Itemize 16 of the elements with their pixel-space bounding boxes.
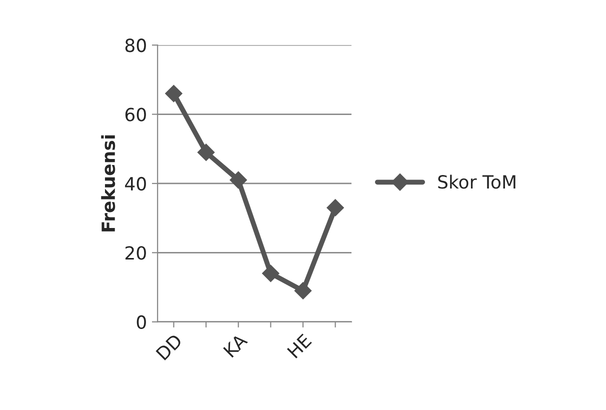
point [294, 282, 312, 300]
x-tick-label: DD [156, 333, 183, 360]
x-tick-label: KA [223, 332, 248, 358]
point [230, 171, 247, 189]
point [326, 199, 344, 216]
y-tick-label: 60 [125, 108, 146, 122]
y-tick-label: 80 [125, 38, 146, 52]
point [165, 84, 182, 102]
y-tick-label: 40 [125, 176, 146, 191]
point [197, 144, 215, 161]
point [262, 264, 280, 282]
y-tick-label: 20 [125, 246, 146, 260]
y-axis-title: Frekuensi [101, 135, 116, 232]
legend-label: Skor ToM [438, 174, 516, 189]
y-tick-label: 0 [136, 315, 146, 329]
x-tick-label: HE [286, 333, 312, 358]
